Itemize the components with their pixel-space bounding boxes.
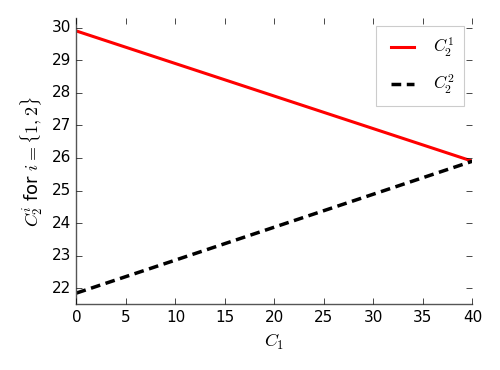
X-axis label: $C_1$: $C_1$ xyxy=(264,332,284,352)
Y-axis label: $C_2^i$ for $i = \{1, 2\}$: $C_2^i$ for $i = \{1, 2\}$ xyxy=(18,96,44,226)
Legend: $C_2^1$, $C_2^2$: $C_2^1$, $C_2^2$ xyxy=(376,26,464,106)
